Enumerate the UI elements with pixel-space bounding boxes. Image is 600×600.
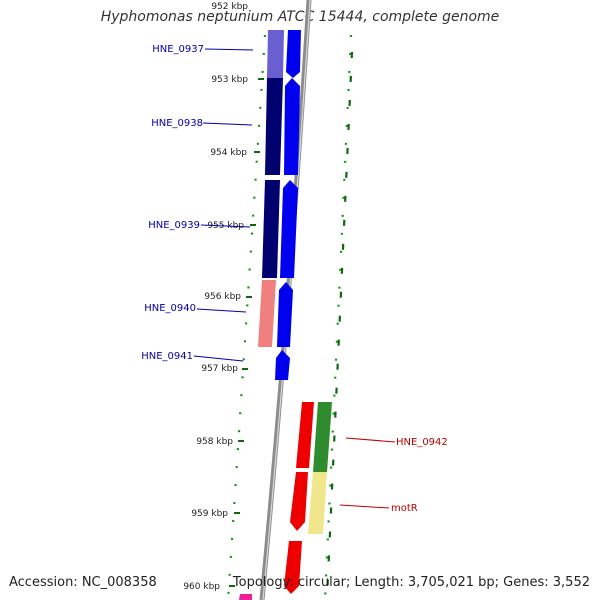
tick-labels: 952 kbp 953 kbp 954 kbp 955 kbp 956 kbp … [183,2,248,592]
gene-labels: HNE_0937 HNE_0938 HNE_0939 HNE_0940 HNE_… [141,44,448,514]
gene-label-motr: motR [391,503,418,514]
cds-hne0937 [286,30,301,78]
tick-label: 957 kbp [201,364,238,374]
tick-label: 960 kbp [183,582,220,592]
leader-lines [193,48,396,509]
gene-label-hne0939: HNE_0939 [148,220,200,231]
cds-next [284,541,302,594]
tick-label: 954 kbp [210,148,247,158]
tick-label: 958 kbp [196,437,233,447]
cds-hne0939 [280,180,298,278]
cds-hne0942 [296,402,314,468]
tick-label: 959 kbp [191,509,228,519]
tick-label: 952 kbp [211,2,248,12]
left-dotted-ring [226,34,267,600]
cog-segment-hne0938 [265,78,283,175]
gene-label-hne0938: HNE_0938 [151,118,203,129]
gene-label-hne0941: HNE_0941 [141,351,193,362]
cds-hne0941 [275,350,290,380]
cds-motr [290,472,308,531]
accession-text: Accession: NC_008358 [9,575,157,590]
cog-segment-hne0937 [267,30,284,78]
cog-segment-hne0940 [258,280,276,347]
tick-label: 953 kbp [211,75,248,85]
gene-label-hne0942: HNE_0942 [396,437,448,448]
minor-tick-ring [325,51,354,599]
map-title: Hyphomonas neptunium ATCC 15444, complet… [100,9,500,25]
genome-summary-text: Topology: circular; Length: 3,705,021 bp… [232,575,590,590]
gene-label-hne0937: HNE_0937 [152,44,204,55]
cds-hne0938 [284,78,300,175]
cog-segment-bottom [239,594,252,600]
cog-segment-motr [308,472,327,534]
right-dotted-ring [323,34,353,600]
cog-segment-hne0939 [262,180,280,278]
position-ticks [229,78,264,587]
gene-label-hne0940: HNE_0940 [144,303,196,314]
tick-label: 956 kbp [204,292,241,302]
cds-hne0940 [277,282,293,347]
cog-segment-hne0942 [313,402,332,472]
